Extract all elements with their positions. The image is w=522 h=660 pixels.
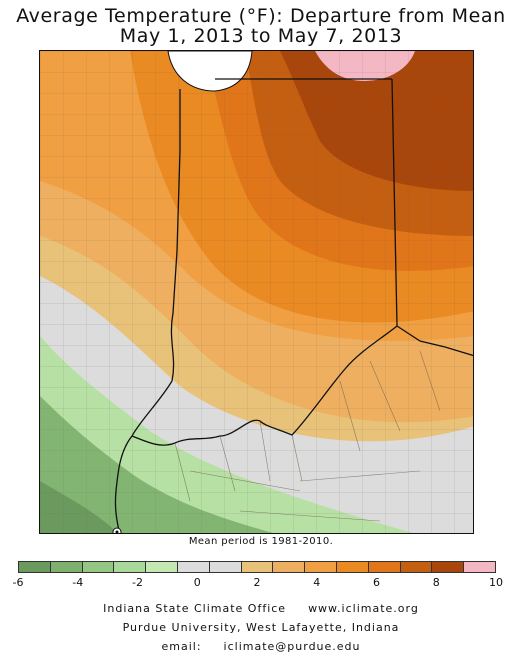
legend-swatch — [114, 562, 147, 572]
indiana-ohio-border — [391, 78, 398, 327]
legend-swatch — [432, 562, 465, 572]
ohio-river-border — [131, 325, 398, 446]
kentucky-ohio-border — [396, 325, 473, 357]
legend-swatch — [273, 562, 306, 572]
legend-tick-label: 10 — [489, 576, 503, 589]
legend-swatch — [50, 562, 83, 572]
legend-tick-label: -4 — [72, 576, 84, 589]
map-date-range: May 1, 2013 to May 7, 2013 — [119, 25, 403, 47]
legend-swatch — [177, 562, 210, 572]
legend-tick-label: 2 — [253, 576, 261, 589]
email-label: email: — [161, 640, 202, 653]
legend-swatch — [336, 562, 369, 572]
credit-org: Indiana State Climate Office — [103, 602, 287, 615]
color-legend — [18, 561, 496, 573]
city-marker — [112, 527, 122, 533]
legend-tick-label: -6 — [12, 576, 24, 589]
legend-swatch — [241, 562, 274, 572]
illinois-indiana-border — [114, 89, 181, 533]
credit-university: Purdue University, West Lafayette, India… — [122, 621, 400, 634]
credit-line-3: email: iclimate@purdue.edu — [0, 640, 522, 653]
credit-website: www.iclimate.org — [308, 602, 419, 615]
legend-tick-label: 4 — [313, 576, 321, 589]
kentucky-county-lines — [174, 350, 441, 522]
temperature-departure-map — [39, 50, 474, 534]
legend-swatch — [368, 562, 401, 572]
legend-tick-label: -2 — [132, 576, 143, 589]
legend-tick-label: 6 — [373, 576, 380, 589]
legend-swatch — [82, 562, 115, 572]
email-address: iclimate@purdue.edu — [223, 640, 361, 653]
legend-tick-label: 0 — [193, 576, 201, 589]
legend-swatch — [146, 562, 178, 572]
legend-swatch — [464, 562, 495, 572]
mean-period-note: Mean period is 1981-2010. — [188, 536, 334, 547]
credit-line-1: Indiana State Climate Office www.iclimate… — [0, 602, 522, 615]
legend-swatch — [400, 562, 433, 572]
county-lines — [40, 51, 473, 533]
legend-tick-label: 8 — [432, 576, 440, 589]
lake-michigan — [167, 51, 253, 92]
legend-swatch — [19, 562, 51, 572]
state-borders — [114, 78, 473, 533]
legend-swatch — [305, 562, 337, 572]
map-title: Average Temperature (°F): Departure from… — [16, 5, 506, 27]
legend-swatch — [209, 562, 242, 572]
